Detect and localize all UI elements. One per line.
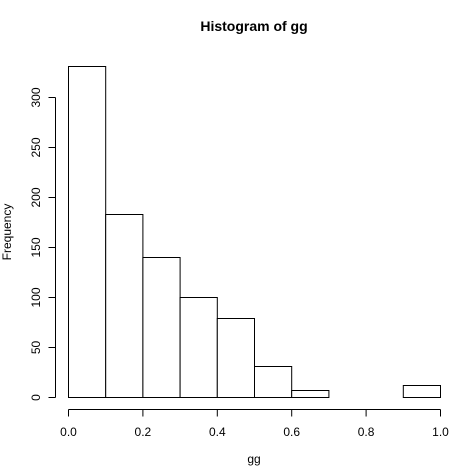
y-tick-label: 200: [29, 187, 43, 207]
histogram-bar-4: [216, 318, 256, 398]
x-tick-label: 0.8: [358, 425, 375, 439]
y-tick-label: 100: [29, 287, 43, 307]
x-tick-label: 0.6: [283, 425, 300, 439]
x-tick-label: 0.4: [209, 425, 226, 439]
histogram-bar-3: [179, 297, 218, 398]
y-tick-label: 250: [29, 137, 43, 157]
histogram-bar-1: [105, 214, 144, 398]
x-axis: 0.0 0.2 0.4 0.6 0.8 1.0: [60, 409, 449, 439]
x-tick-label: 0.0: [60, 425, 77, 439]
y-tick-label: 50: [29, 341, 43, 355]
y-tick-label: 300: [29, 87, 43, 107]
y-axis: 0 50 100 150 200 250 300: [29, 87, 56, 401]
histogram-bar-9: [402, 385, 441, 398]
histogram-bar-6: [291, 390, 330, 398]
x-tick-label: 0.2: [135, 425, 152, 439]
chart-title: Histogram of gg: [200, 18, 307, 34]
y-axis-label: Frequency: [0, 204, 14, 261]
histogram-bar-5: [254, 366, 293, 398]
histogram-bar-2: [142, 257, 181, 398]
y-tick-label: 0: [29, 394, 43, 401]
bars-group: [68, 66, 441, 398]
y-tick-label: 150: [29, 237, 43, 257]
x-axis-label: gg: [247, 452, 260, 466]
x-tick-label: 1.0: [432, 425, 449, 439]
histogram-bar-0: [68, 66, 107, 398]
